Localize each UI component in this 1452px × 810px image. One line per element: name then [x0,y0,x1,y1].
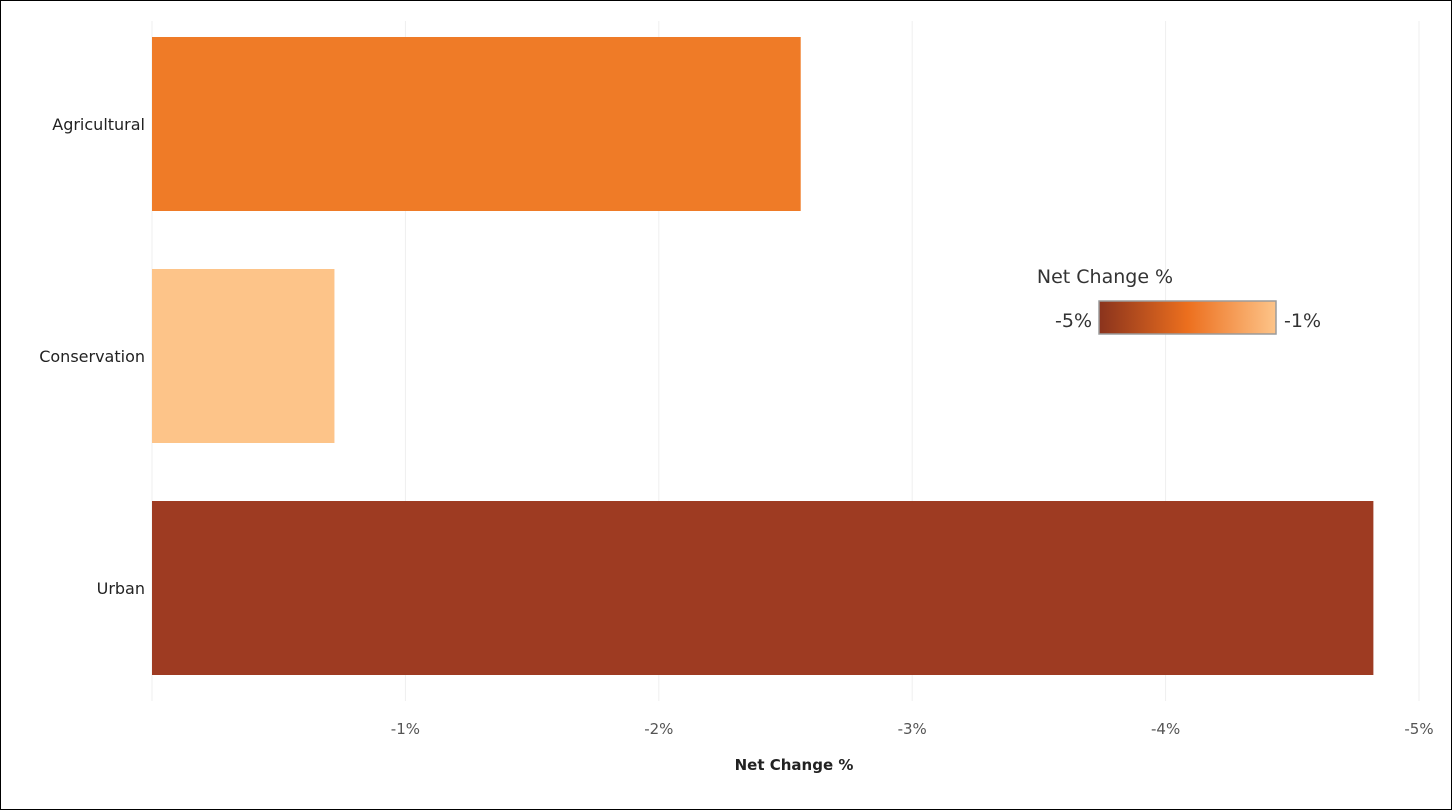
bars [152,37,1374,675]
x-tick-label: -2% [644,720,673,738]
bar-urban [152,501,1374,675]
x-tick-label: -5% [1404,720,1433,738]
legend-title: Net Change % [1037,266,1173,288]
category-label: Urban [97,579,145,598]
category-label: Conservation [39,347,145,366]
bar-agricultural [152,37,801,211]
color-legend: Net Change % -5% -1% [1037,266,1321,335]
x-axis-title: Net Change % [735,756,854,774]
x-axis-ticks: -1% -2% -3% -4% -5% [391,720,1434,738]
x-tick-label: -4% [1151,720,1180,738]
category-label: Agricultural [52,115,145,134]
x-tick-label: -3% [898,720,927,738]
legend-min-label: -5% [1055,310,1092,332]
bar-conservation [152,269,335,443]
category-labels: Agricultural Conservation Urban [39,115,145,598]
legend-gradient-bar [1098,300,1277,335]
x-tick-label: -1% [391,720,420,738]
legend-max-label: -1% [1284,310,1321,332]
